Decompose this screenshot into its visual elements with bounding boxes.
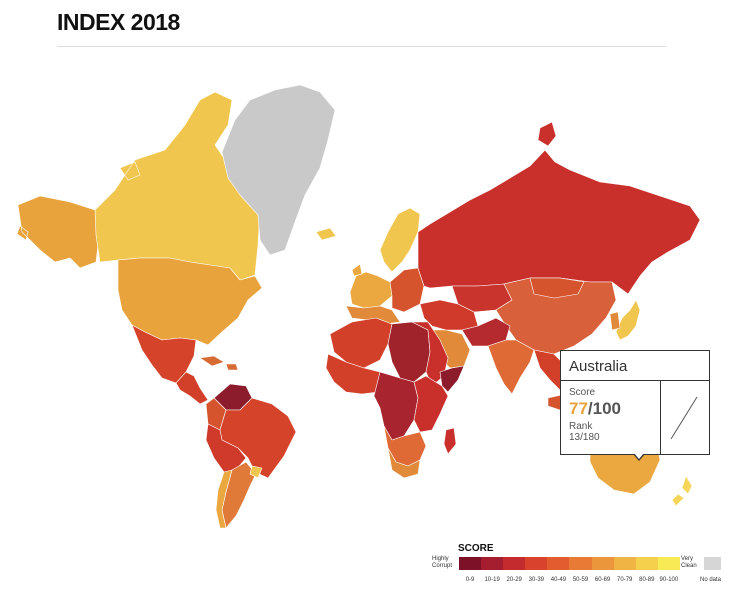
region-egypt-ethiopia[interactable] xyxy=(411,321,449,387)
legend-tick-0-9: 0-9 xyxy=(465,577,475,583)
legend-tick-10-19: 10-19 xyxy=(484,577,500,583)
region-scandinavia[interactable] xyxy=(379,207,421,273)
legend-swatch-0-9 xyxy=(459,557,482,570)
region-uruguay[interactable] xyxy=(249,465,263,479)
legend-swatch-40-49 xyxy=(547,557,570,570)
legend-no-data-swatch xyxy=(704,557,721,570)
region-peru-bolivia[interactable] xyxy=(205,423,247,473)
region-southern-europe[interactable] xyxy=(345,305,401,325)
region-india[interactable] xyxy=(487,339,535,395)
region-greenland[interactable] xyxy=(221,84,336,256)
legend-tick-90-100: 90-100 xyxy=(659,577,679,583)
legend-tick-50-59: 50-59 xyxy=(572,577,589,583)
region-mongolia[interactable] xyxy=(529,277,585,299)
legend-swatch-70-79 xyxy=(613,557,636,570)
legend-tick-30-39: 30-39 xyxy=(528,577,544,583)
legend-swatch-90-100 xyxy=(657,557,680,570)
title-divider xyxy=(57,46,666,47)
legend-color-scale xyxy=(459,557,680,570)
region-central-africa[interactable] xyxy=(373,371,419,441)
legend-swatch-50-59 xyxy=(569,557,592,570)
region-chile[interactable] xyxy=(215,469,233,529)
tooltip-details: Score 77/100 Rank 13/180 xyxy=(561,381,661,455)
tooltip-score-label: Score xyxy=(569,387,596,398)
legend-tick-labels: 0-9 10-19 20-29 30-39 40-49 50-59 60-69 70-79 80… xyxy=(459,577,680,583)
tooltip-rank-label: Rank xyxy=(569,421,593,432)
tooltip-score-value: 77 xyxy=(569,399,588,418)
region-western-europe[interactable] xyxy=(349,263,393,309)
tooltip-score: 77/100 xyxy=(569,399,660,419)
legend-tick-40-49: 40-49 xyxy=(550,577,567,583)
country-tooltip: Australia Score 77/100 Rank 13/180 xyxy=(560,350,710,455)
region-korea[interactable] xyxy=(609,311,621,331)
score-legend: SCORE Highly Corrupt Very Clean 0-9 10-19… xyxy=(432,543,732,593)
legend-high-label: Very Clean xyxy=(681,556,697,569)
legend-tick-80-89: 80-89 xyxy=(639,577,655,583)
tooltip-trend-sparkline xyxy=(670,396,698,440)
legend-tick-20-29: 20-29 xyxy=(506,577,522,583)
legend-no-data-label: No data xyxy=(700,577,722,583)
tooltip-score-total: /100 xyxy=(587,399,622,418)
page-title: INDEX 2018 xyxy=(57,9,180,35)
region-iran-afghanistan[interactable] xyxy=(461,317,511,347)
region-alaska[interactable] xyxy=(16,195,101,269)
legend-swatch-10-19 xyxy=(481,557,504,570)
region-eastern-europe[interactable] xyxy=(389,267,425,313)
legend-swatch-20-29 xyxy=(503,557,526,570)
legend-tick-70-79: 70-79 xyxy=(617,577,633,583)
region-japan[interactable] xyxy=(615,299,641,341)
tooltip-pointer-fill xyxy=(634,453,644,459)
region-north-africa[interactable] xyxy=(329,317,393,369)
region-central-america[interactable] xyxy=(175,371,209,405)
region-russia[interactable] xyxy=(417,121,701,295)
region-caribbean[interactable] xyxy=(199,355,239,371)
region-new-zealand[interactable] xyxy=(671,475,693,507)
legend-swatch-30-39 xyxy=(525,557,548,570)
tooltip-rank-value: 13/180 xyxy=(569,432,600,443)
region-south-africa[interactable] xyxy=(387,447,421,479)
region-east-africa[interactable] xyxy=(413,375,449,433)
tooltip-country-name: Australia xyxy=(561,351,709,381)
region-mexico[interactable] xyxy=(131,324,197,384)
legend-low-label: Highly Corrupt xyxy=(432,556,453,569)
legend-tick-60-69: 60-69 xyxy=(594,577,611,583)
region-iceland[interactable] xyxy=(315,227,337,241)
world-map[interactable] xyxy=(0,60,740,540)
region-libya-sudan[interactable] xyxy=(387,321,431,383)
legend-swatch-80-89 xyxy=(635,557,658,570)
region-china[interactable] xyxy=(495,277,617,355)
legend-swatch-60-69 xyxy=(591,557,614,570)
region-madagascar[interactable] xyxy=(443,427,457,455)
legend-title: SCORE xyxy=(458,543,494,554)
